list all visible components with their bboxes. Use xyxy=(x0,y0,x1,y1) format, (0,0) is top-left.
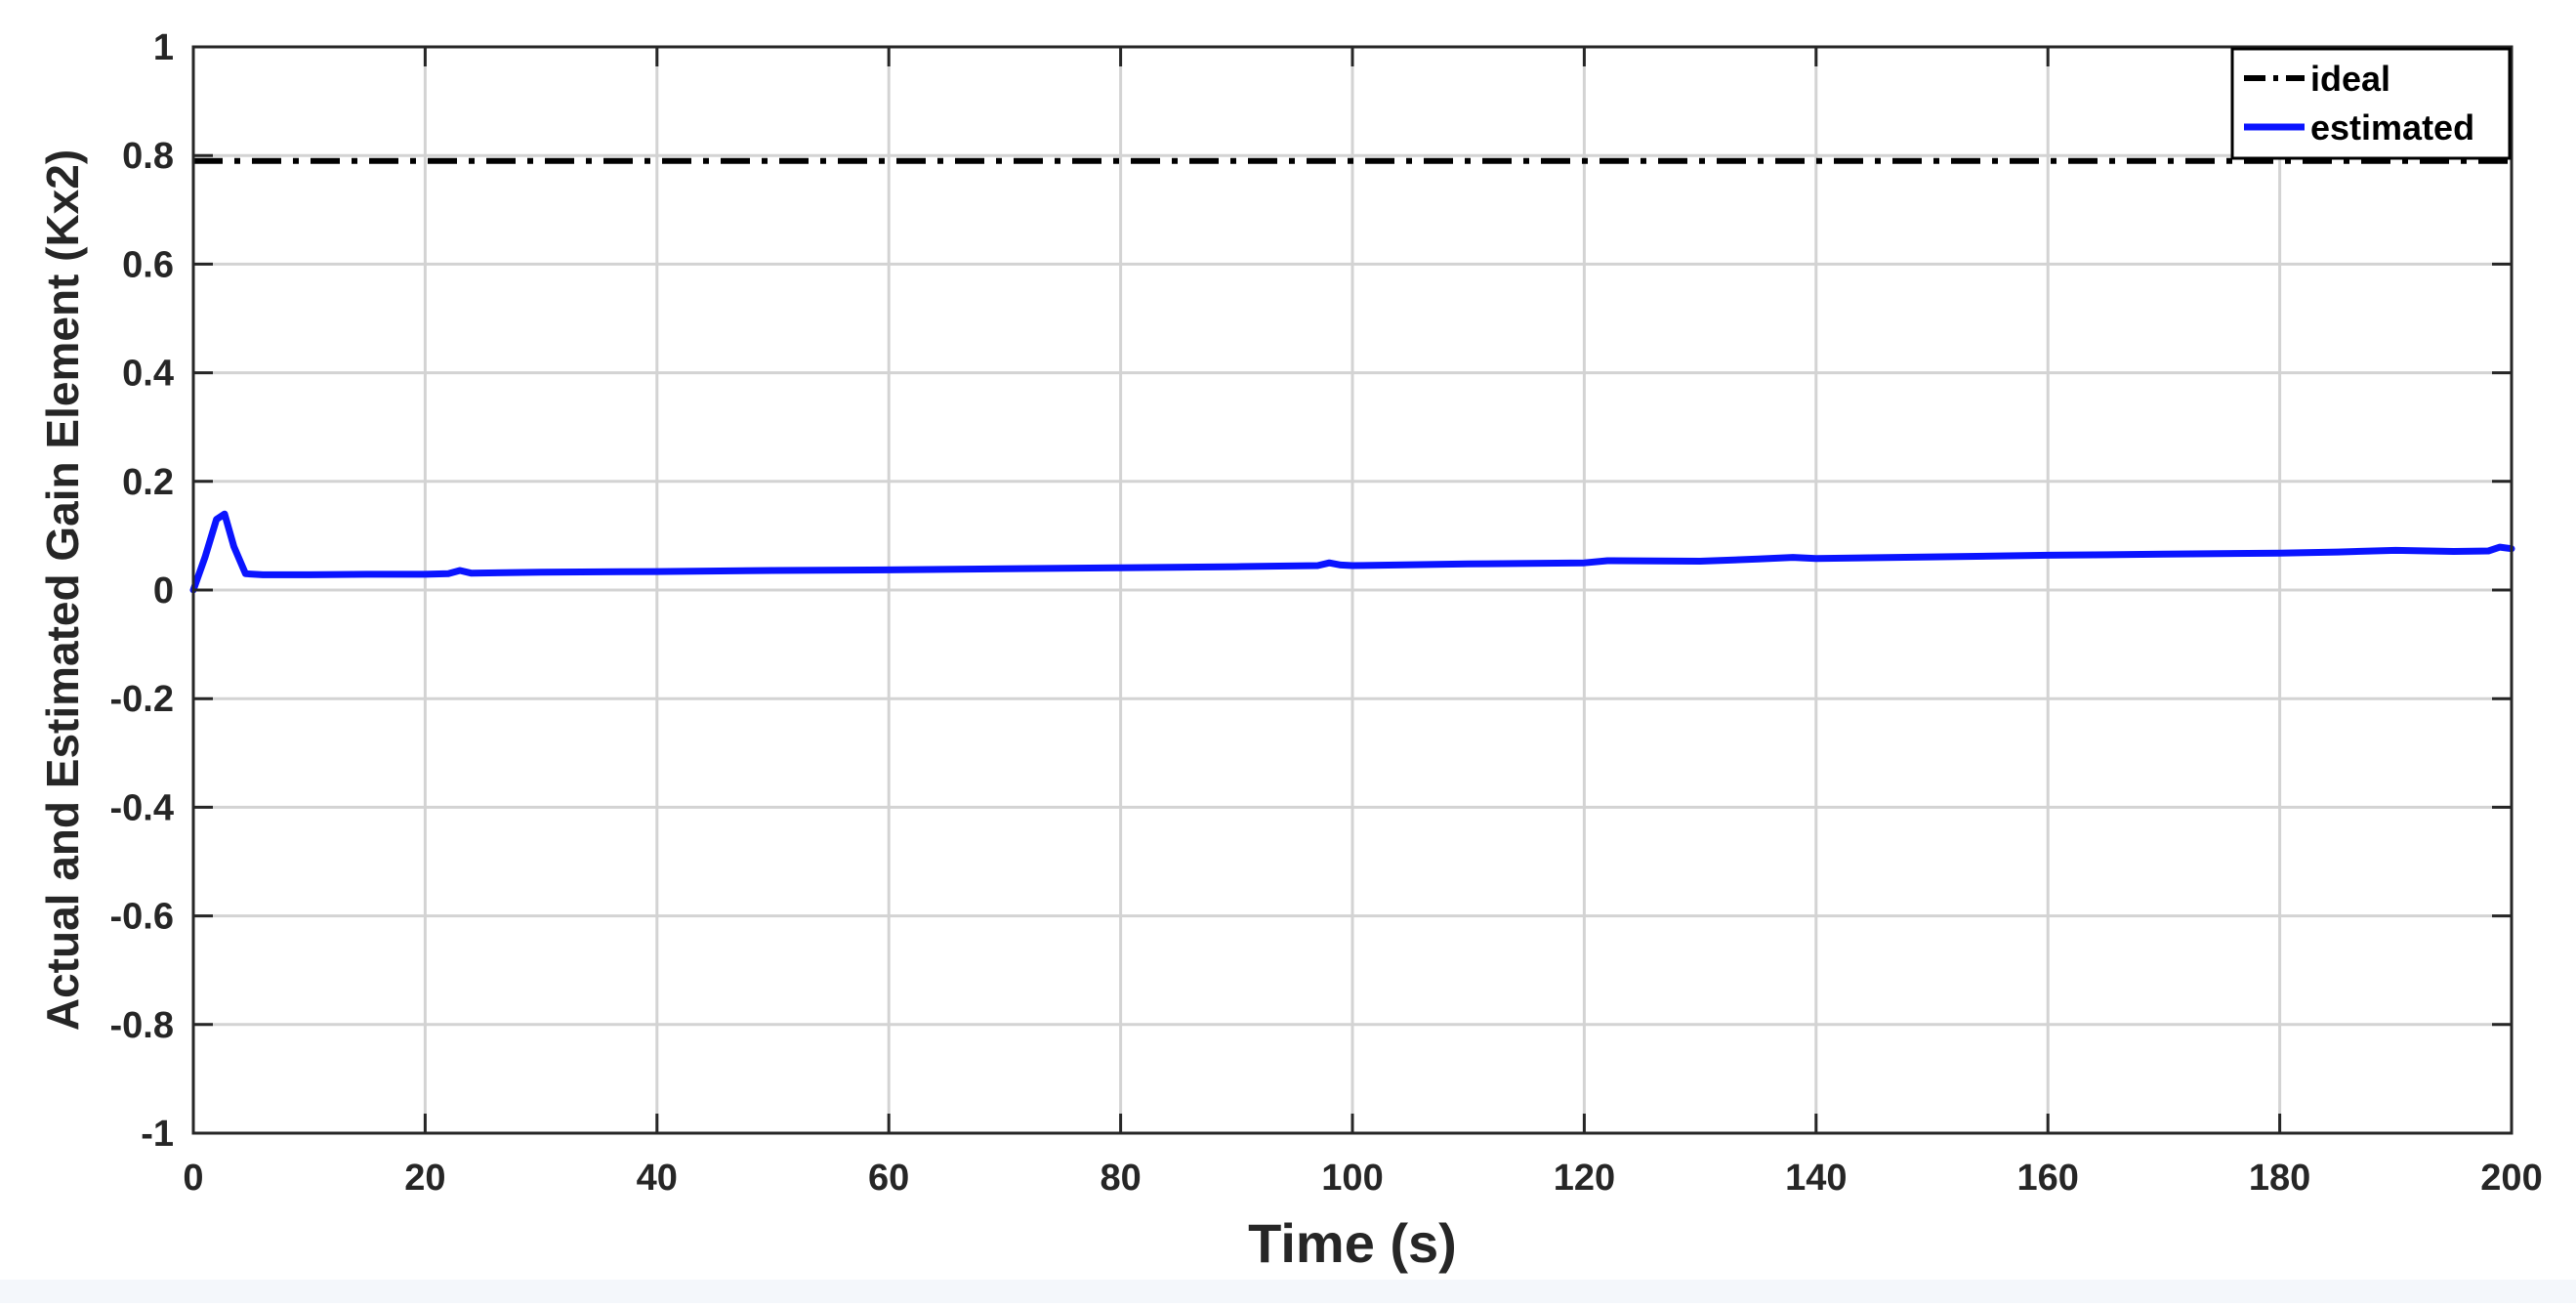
x-tick-label: 160 xyxy=(2016,1158,2078,1199)
x-tick-label: 120 xyxy=(1554,1158,1615,1199)
x-tick-label: 200 xyxy=(2480,1158,2542,1199)
ticks: 0 20 40 60 80 100 120 140 160 180 200 -1 -0.8 -0.6 -0.… xyxy=(110,27,2543,1199)
legend-box xyxy=(2230,47,2512,160)
y-tick-label: 0.4 xyxy=(122,354,174,395)
y-tick-label: -0.8 xyxy=(110,1005,174,1046)
bottom-strip xyxy=(0,1280,2576,1303)
y-tick-label: 0 xyxy=(153,570,174,612)
x-tick-label: 40 xyxy=(637,1158,678,1199)
y-tick-label: 0.8 xyxy=(122,136,174,177)
grid xyxy=(193,47,2512,1133)
y-tick-label: -0.4 xyxy=(110,787,174,828)
x-tick-label: 180 xyxy=(2249,1158,2310,1199)
series-layer xyxy=(189,157,2515,594)
legend-label-ideal: ideal xyxy=(2310,59,2390,99)
x-axis-title: Time (s) xyxy=(1248,1212,1457,1274)
y-tick-label: 0.2 xyxy=(122,462,174,503)
y-tick-label: 1 xyxy=(153,27,174,68)
y-tick-label: -0.6 xyxy=(110,897,174,938)
x-tick-label: 80 xyxy=(1100,1158,1141,1199)
x-tick-label: 100 xyxy=(1321,1158,1383,1199)
x-tick-label: 60 xyxy=(868,1158,909,1199)
y-tick-label: -1 xyxy=(141,1114,174,1155)
x-tick-label: 20 xyxy=(404,1158,445,1199)
x-tick-label: 0 xyxy=(183,1158,203,1199)
y-tick-label: -0.2 xyxy=(110,679,174,720)
legend-label-estimated: estimated xyxy=(2310,107,2474,148)
series-line-estimated xyxy=(189,510,2515,594)
legend: ideal estimated xyxy=(2230,47,2512,160)
y-tick-label: 0.6 xyxy=(122,244,174,285)
x-tick-label: 140 xyxy=(1785,1158,1847,1199)
y-axis-title: Actual and Estimated Gain Element (Kx2) xyxy=(37,149,88,1031)
